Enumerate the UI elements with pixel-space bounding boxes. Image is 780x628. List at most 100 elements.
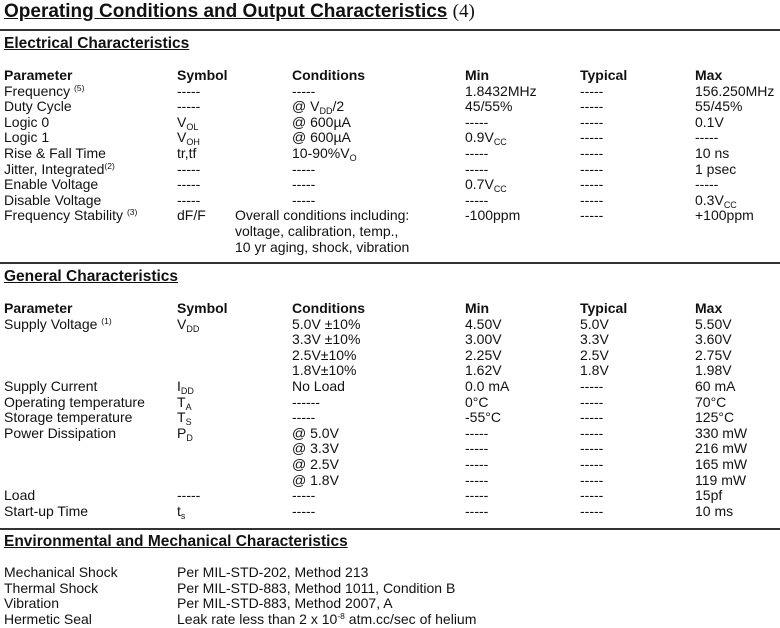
cell-symbol: ts <box>177 503 185 520</box>
cell-text: -100ppm <box>465 207 521 224</box>
cell-text: ----- <box>580 129 604 146</box>
cell-text: 2.25V <box>465 346 502 363</box>
cell-min: ----- <box>465 192 488 209</box>
cell-text: 10 ns <box>695 145 730 161</box>
cell-parameter: Logic 1 <box>4 130 49 146</box>
cell-typical: ----- <box>580 393 604 411</box>
cell-text: Min <box>465 300 490 316</box>
cell-text-suffix: atm.cc/sec of helium <box>344 610 477 627</box>
cell-text: ----- <box>580 191 604 208</box>
cell-min: 0.0 mA <box>465 378 509 395</box>
cell-min: ----- <box>465 456 488 473</box>
cell-text: V <box>177 113 187 130</box>
cell-max: 3.60V <box>695 331 732 348</box>
cell-max: 0.3VCC <box>695 192 737 209</box>
cell-text: 2.5V <box>580 346 609 363</box>
cell-text: ----- <box>580 502 604 519</box>
cell-text: Conditions <box>292 300 366 316</box>
subscript: OH <box>186 137 200 148</box>
cell-text: ----- <box>292 160 316 177</box>
cell-test-name: Thermal Shock <box>4 580 98 597</box>
subscript: D <box>186 432 193 443</box>
cell-text: ----- <box>177 176 201 193</box>
cell-conditions: 5.0V ±10% <box>292 316 360 333</box>
cell-max: 15pf <box>695 487 723 504</box>
cell-text: Conditions <box>292 67 366 83</box>
cell-conditions: @ VDD/2 <box>292 98 344 117</box>
cell-typical: 5.0V <box>580 316 609 333</box>
cell-symbol: VOL <box>177 113 198 131</box>
cell-max: 60 mA <box>695 378 736 395</box>
superscript: -8 <box>337 610 345 621</box>
cell-text: Max <box>695 67 723 83</box>
cell-typical: ----- <box>580 82 604 100</box>
cell-min: 0.7VCC <box>465 176 507 193</box>
cell-text: 216 mW <box>695 440 748 457</box>
cell-text: 1.8V±10% <box>292 362 357 379</box>
cell-text: ----- <box>465 424 489 441</box>
cell-parameter: Load <box>4 487 35 504</box>
cell-text: Min <box>465 67 490 83</box>
cell-text: Power Dissipation <box>4 424 117 441</box>
cell-text: 5.50V <box>695 315 732 332</box>
cell-min: 1.8432MHz <box>465 83 537 100</box>
divider <box>0 528 780 530</box>
section-heading-environmental: Environmental and Mechanical Characteris… <box>4 533 348 550</box>
cell-text: ----- <box>465 502 489 519</box>
cell-text: Operating temperature <box>4 393 145 410</box>
cell-conditions: ------ <box>292 393 320 411</box>
cell-text: 10 yr aging, shock, vibration <box>235 238 410 255</box>
cell-text: Storage temperature <box>4 409 133 426</box>
cell-typical: ----- <box>580 208 603 224</box>
cell-typical: ----- <box>580 487 603 504</box>
cell-parameter: Enable Voltage <box>4 176 98 193</box>
cell-text: 15pf <box>695 487 723 504</box>
cell-text: 1 psec <box>695 160 737 177</box>
cell-text: V <box>177 315 187 332</box>
cell-max: 330 mW <box>695 425 747 442</box>
cell-max: 156.250MHz <box>695 83 774 100</box>
cell-min: ----- <box>465 161 488 178</box>
cell-symbol: dF/F <box>177 208 206 224</box>
cell-max: +100ppm <box>695 208 754 224</box>
cell-max: 10 ms <box>695 503 733 520</box>
cell-text: ----- <box>465 487 489 504</box>
cell-text: Overall conditions including: <box>235 207 410 224</box>
cell-text: V <box>177 129 187 146</box>
cell-symbol: PD <box>177 425 193 443</box>
cell-symbol: tr,tf <box>177 145 196 162</box>
cell-text: Per MIL-STD-883, Method 1011, Condition … <box>177 579 456 596</box>
cell-text: 125°C <box>695 409 735 426</box>
cell-text: ----- <box>580 393 604 410</box>
cell-text: 10-90%V <box>292 145 350 161</box>
cell-text: ----- <box>580 113 604 130</box>
cell-text: ----- <box>580 82 604 99</box>
cell-text: ----- <box>292 502 316 519</box>
cell-test-spec: Per MIL-STD-883, Method 2007, A <box>177 595 393 612</box>
cell-conditions: 10-90%VO <box>292 145 357 163</box>
cell-symbol: TS <box>177 409 192 426</box>
cell-parameter: Jitter, Integrated(2) <box>4 161 115 178</box>
subscript: DD <box>319 106 333 117</box>
cell-text: 3.00V <box>465 331 502 348</box>
cell-conditions: voltage, calibration, temp., <box>235 223 398 240</box>
cell-text: 0.7V <box>465 176 494 193</box>
cell-text: @ 600µA <box>292 113 351 130</box>
cell-text: 3.3V <box>580 331 609 348</box>
cell-max: ----- <box>695 176 718 193</box>
cell-conditions: No Load <box>292 378 345 395</box>
cell-min: ----- <box>465 145 488 162</box>
cell-text: Start-up Time <box>4 502 89 519</box>
cell-min: 0.9VCC <box>465 130 507 147</box>
cell-text: Symbol <box>177 67 228 83</box>
cell-text: ----- <box>580 440 604 457</box>
cell-symbol: TA <box>177 394 192 411</box>
page-title: Operating Conditions and Output Characte… <box>4 1 475 23</box>
subscript: O <box>349 153 357 163</box>
cell-text: ----- <box>465 440 489 457</box>
cell-text: 60 mA <box>695 378 736 394</box>
cell-conditions: @ 600µA <box>292 113 351 131</box>
cell-parameter: Rise & Fall Time <box>4 145 106 162</box>
cell-text: ------ <box>292 393 320 410</box>
cell-conditions: ----- <box>292 409 315 426</box>
